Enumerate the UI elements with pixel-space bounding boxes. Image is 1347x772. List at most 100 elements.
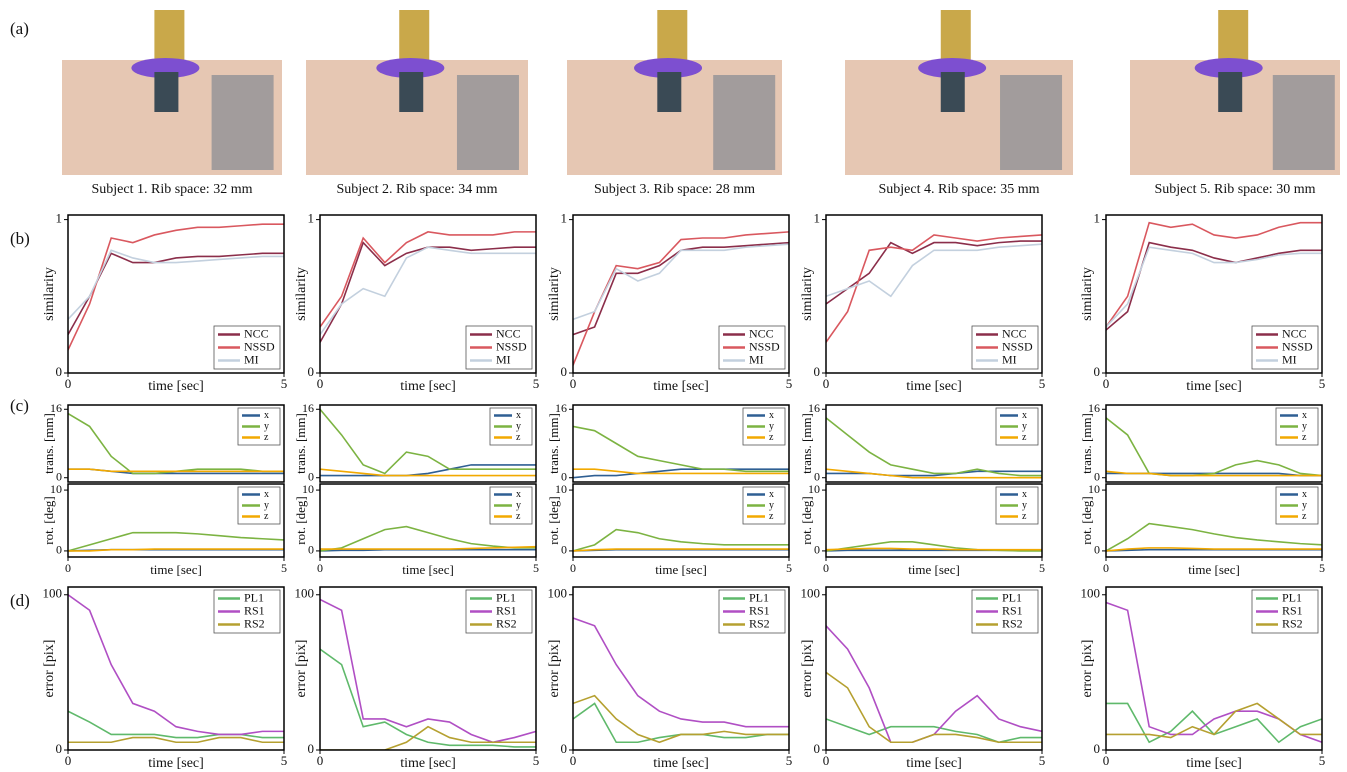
series-line	[826, 548, 1042, 549]
series-line	[826, 672, 1042, 742]
x-tick-label: 0	[570, 376, 577, 391]
y-axis-label: rot. [deg]	[1079, 496, 1094, 544]
legend-label: z	[516, 511, 521, 522]
plot-area	[573, 618, 789, 742]
face-mask	[713, 75, 775, 170]
legend-label: y	[769, 421, 774, 432]
series-line	[1106, 703, 1322, 737]
x-tick-label: 5	[533, 753, 540, 768]
x-tick-label: 0	[317, 561, 323, 575]
photo-caption: Subject 2. Rib space: 34 mm	[337, 182, 498, 197]
y-tick-label: 1	[308, 211, 315, 226]
legend-label: PL1	[1282, 590, 1302, 604]
legend-label: z	[516, 432, 521, 443]
y-axis-label: trans. [mm]	[799, 413, 814, 474]
legend-label: PL1	[1002, 590, 1022, 604]
plot-area	[826, 542, 1042, 551]
face-mask	[1000, 75, 1062, 170]
legend-label: RS2	[496, 616, 517, 630]
y-tick-label: 1	[561, 211, 568, 226]
legend-label: RS1	[244, 603, 265, 617]
x-tick-label: 0	[823, 376, 830, 391]
series-line	[573, 530, 789, 551]
legend-label: y	[1022, 421, 1027, 432]
y-axis-label: error [pix]	[800, 640, 815, 698]
x-tick-label: 5	[1039, 561, 1045, 575]
y-tick-label: 10	[555, 482, 567, 496]
chart: 016trans. [mm]xyz	[293, 401, 536, 483]
y-axis-label: rot. [deg]	[546, 496, 561, 544]
x-axis-label: time [sec]	[150, 562, 202, 577]
robot-arm	[154, 10, 184, 65]
legend-label: x	[1302, 489, 1307, 500]
legend-label: RS2	[749, 616, 770, 630]
figure: (a)(b)(c)(d)Subject 1. Rib space: 32 mmS…	[0, 0, 1347, 772]
x-tick-label: 5	[533, 561, 539, 575]
legend-label: MI	[749, 352, 764, 366]
x-axis-label: time [sec]	[148, 379, 204, 394]
legend-label: z	[769, 432, 774, 443]
x-tick-label: 0	[570, 753, 577, 768]
legend-label: NSSD	[1282, 339, 1313, 353]
legend-label: y	[516, 421, 521, 432]
chart: 0105time [sec]similarityNCCNSSDMI	[1080, 211, 1325, 395]
y-tick-label: 16	[1088, 401, 1100, 415]
legend-label: x	[1022, 489, 1027, 500]
y-tick-label: 1	[814, 211, 821, 226]
x-axis-label: time [sec]	[1186, 756, 1242, 771]
y-tick-label: 0	[561, 741, 568, 756]
y-axis-label: error [pix]	[42, 640, 57, 698]
y-tick-label: 10	[808, 482, 820, 496]
y-axis-label: rot. [deg]	[41, 496, 56, 544]
x-tick-label: 0	[823, 753, 830, 768]
x-tick-label: 0	[570, 561, 576, 575]
y-tick-label: 100	[43, 586, 63, 601]
x-axis-label: time [sec]	[655, 562, 707, 577]
legend-label: z	[1022, 432, 1027, 443]
legend-label: NSSD	[749, 339, 780, 353]
x-axis-label: time [sec]	[1188, 562, 1240, 577]
legend-label: RS1	[1282, 603, 1303, 617]
y-axis-label: trans. [mm]	[41, 413, 56, 474]
panel-label: (a)	[10, 19, 29, 38]
x-tick-label: 5	[786, 753, 793, 768]
y-tick-label: 100	[295, 586, 315, 601]
chart: 0105time [sec]similarityNCCNSSDMI	[547, 211, 792, 395]
y-tick-label: 16	[302, 401, 314, 415]
legend-label: z	[264, 432, 269, 443]
robot-arm	[399, 10, 429, 65]
series-line	[320, 247, 536, 334]
legend-label: x	[516, 489, 521, 500]
legend-label: PL1	[496, 590, 516, 604]
probe	[657, 72, 681, 112]
legend-label: NSSD	[244, 339, 275, 353]
y-tick-label: 0	[561, 364, 568, 379]
plot-area	[1106, 223, 1322, 330]
legend-label: PL1	[749, 590, 769, 604]
y-axis-label: error [pix]	[1080, 640, 1095, 698]
y-axis-label: trans. [mm]	[546, 413, 561, 474]
legend-label: y	[769, 500, 774, 511]
legend-label: y	[264, 500, 269, 511]
legend-label: NCC	[496, 326, 521, 340]
x-axis-label: time [sec]	[908, 562, 960, 577]
y-tick-label: 0	[56, 364, 63, 379]
face-mask	[212, 75, 274, 170]
robot-arm	[1218, 10, 1248, 65]
legend-label: x	[1022, 410, 1027, 421]
x-tick-label: 0	[65, 561, 71, 575]
series-line	[573, 618, 789, 727]
x-tick-label: 5	[1039, 376, 1046, 391]
robot-arm	[657, 10, 687, 65]
legend-label: PL1	[244, 590, 264, 604]
legend-label: x	[264, 489, 269, 500]
y-tick-label: 1	[56, 211, 63, 226]
y-axis-label: similarity	[800, 267, 815, 321]
legend-label: x	[769, 410, 774, 421]
x-tick-label: 5	[786, 561, 792, 575]
x-tick-label: 5	[281, 561, 287, 575]
robot-arm	[941, 10, 971, 65]
y-axis-label: similarity	[547, 267, 562, 321]
